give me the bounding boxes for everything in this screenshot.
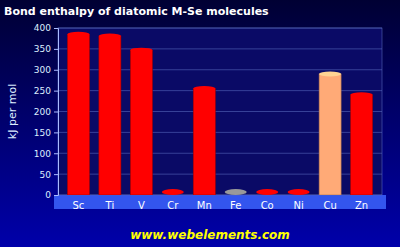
tick-label: 50: [40, 170, 52, 180]
tick-label: Co: [261, 200, 274, 211]
tick: 50: [40, 170, 58, 180]
title: Bond enthalpy of diatomic M-Se molecules: [4, 5, 269, 18]
tick-label: Ni: [294, 200, 304, 211]
bar: [99, 36, 121, 195]
tick: 400: [34, 23, 58, 33]
y-axis-line: [54, 29, 59, 196]
tick-mark: [54, 91, 58, 92]
y-axis: 0 50 100 150 200 250 300 350 400: [34, 23, 59, 200]
tick: V: [138, 199, 145, 211]
tick: Ti: [105, 199, 115, 211]
tick-mark: [54, 49, 58, 50]
tick: Cu: [323, 199, 336, 211]
bar-top: [319, 71, 341, 76]
x-axis: Sc Ti V Cr Mn Fe Co Ni Cu Zn: [59, 199, 383, 211]
tick: 0: [45, 190, 58, 200]
tick-label: Fe: [230, 200, 241, 211]
tick-label: 0: [45, 190, 51, 200]
tick-mark: [54, 70, 58, 71]
tick-label: Cr: [167, 200, 179, 211]
empty-marker: [162, 189, 184, 195]
tick: 100: [34, 149, 58, 159]
tick: 250: [34, 86, 58, 96]
tick-mark: [54, 28, 58, 29]
bar-top: [193, 86, 215, 91]
chart: 0 50 100 150 200 250 300 350 400 Sc Ti V Cr Mn Fe Co Ni C…: [0, 0, 400, 247]
tick-mark: [54, 153, 58, 154]
bar-top: [351, 92, 373, 97]
tick: Mn: [197, 199, 212, 211]
tick-mark: [54, 132, 58, 133]
tick-label: Sc: [73, 200, 85, 211]
tick: Co: [261, 199, 274, 211]
tick-label: 250: [34, 86, 51, 96]
y-axis-title: kJ per mol: [6, 84, 19, 139]
tick: Zn: [355, 199, 368, 211]
bar: [67, 34, 89, 195]
tick-label: 200: [34, 107, 51, 117]
bar-top: [99, 33, 121, 38]
bar: [319, 74, 341, 195]
tick: 350: [34, 44, 58, 54]
empty-marker: [288, 189, 310, 195]
tick-label: Mn: [197, 200, 212, 211]
plot-wall: [58, 28, 382, 195]
tick-label: 300: [34, 65, 51, 75]
bar: [193, 89, 215, 195]
tick: Sc: [73, 199, 85, 211]
empty-marker: [256, 189, 278, 195]
bar: [130, 50, 152, 195]
tick-mark: [54, 112, 58, 113]
empty-marker: [225, 189, 247, 195]
tick-label: Zn: [355, 200, 368, 211]
grid-line: [58, 28, 382, 29]
tick-mark: [54, 174, 58, 175]
source-label: www.webelements.com: [130, 228, 290, 242]
bar-top: [67, 32, 89, 37]
tick-label: V: [138, 200, 145, 211]
tick: Ni: [294, 199, 304, 211]
bar: [351, 95, 373, 195]
tick: Cr: [167, 199, 179, 211]
tick: Fe: [230, 199, 241, 211]
tick: 150: [34, 128, 58, 138]
plot: 0 50 100 150 200 250 300 350 400 Sc Ti V Cr Mn Fe Co Ni C…: [34, 23, 386, 211]
tick: 300: [34, 65, 58, 75]
tick-label: Cu: [323, 200, 336, 211]
tick-label: 150: [34, 128, 51, 138]
tick: 200: [34, 107, 58, 117]
bars: [67, 32, 372, 195]
tick-mark: [54, 195, 58, 196]
tick-label: 100: [34, 149, 51, 159]
tick-label: 350: [34, 44, 51, 54]
background: [0, 0, 400, 247]
tick-label: 400: [34, 23, 51, 33]
tick-label: Ti: [105, 200, 115, 211]
bar-top: [130, 48, 152, 53]
